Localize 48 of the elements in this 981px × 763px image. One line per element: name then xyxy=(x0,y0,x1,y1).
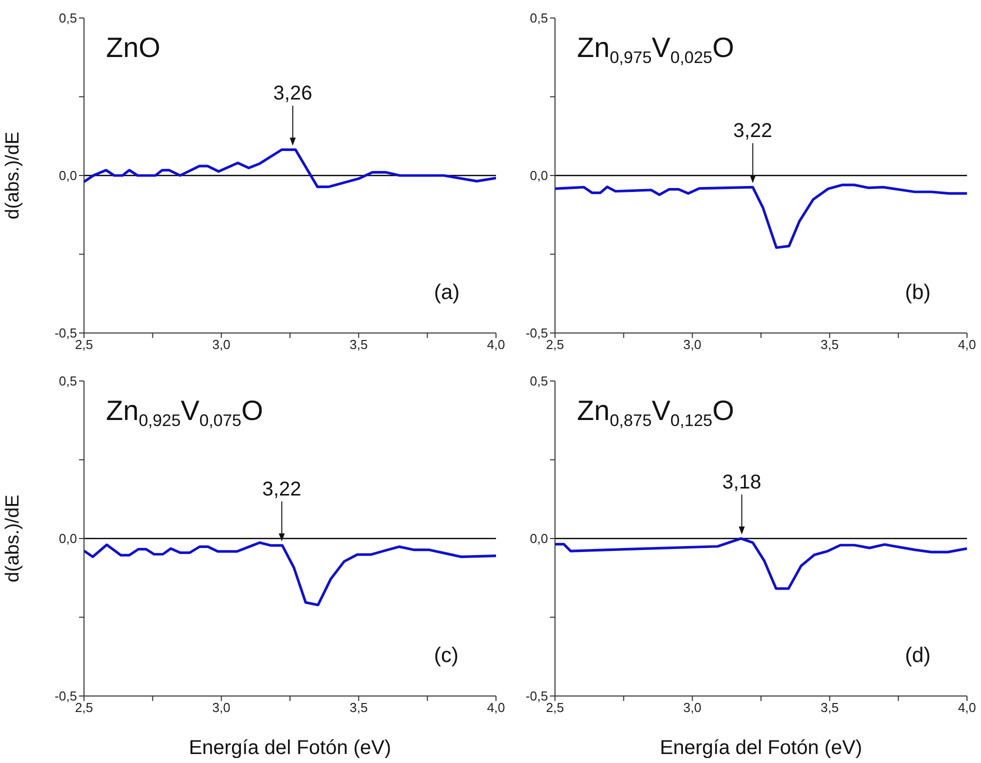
y-tick-label: -0,5 xyxy=(526,688,548,704)
x-tick-label: 4,0 xyxy=(958,337,976,352)
x-tick-label: 3,0 xyxy=(212,700,230,716)
y-tick-label: 0,5 xyxy=(58,10,77,26)
annotation: 3,26 xyxy=(273,82,312,105)
annotation: (a) xyxy=(434,281,460,305)
y-tick-label: 0,5 xyxy=(58,374,77,389)
annotation: 3,22 xyxy=(262,478,302,500)
y-tick-label: 0,0 xyxy=(530,531,548,546)
x-axis-title: Energía del Fotón (eV) xyxy=(188,737,392,759)
y-tick-label: 0,0 xyxy=(530,168,548,184)
line-series xyxy=(84,148,496,188)
annotation: Zn$_{0,925}$V$_{0,075}$O xyxy=(106,394,264,432)
y-tick-label: 0,0 xyxy=(58,168,77,184)
line-series xyxy=(555,537,967,590)
annotation: (c) xyxy=(434,644,458,668)
x-tick-label: 3,0 xyxy=(212,337,230,352)
x-tick-label: 2,5 xyxy=(74,700,94,716)
x-tick-label: 3,5 xyxy=(820,700,839,716)
y-tick-label: 0,0 xyxy=(58,531,77,546)
x-tick-label: 3,0 xyxy=(683,337,702,352)
x-tick-label: 4,0 xyxy=(486,337,506,352)
x-tick-label: 2,5 xyxy=(546,700,564,716)
x-tick-label: 4,0 xyxy=(486,700,506,716)
y-tick-label: -0,5 xyxy=(54,688,77,704)
x-tick-label: 2,5 xyxy=(74,337,94,352)
x-tick-label: 2,5 xyxy=(546,337,564,352)
annotation: Zn$_{0,975}$V$_{0,025}$O xyxy=(577,31,734,69)
annotation: 3,22 xyxy=(733,120,772,142)
x-tick-label: 3,5 xyxy=(820,337,839,352)
y-axis-title: d(abs.)/dE xyxy=(2,132,24,220)
annotation: Zn$_{0,875}$V$_{0,125}$O xyxy=(577,394,734,432)
line-series xyxy=(84,541,496,606)
y-tick-label: -0,5 xyxy=(54,326,77,341)
y-tick-label: 0,5 xyxy=(530,374,548,389)
line-series xyxy=(555,184,967,249)
y-tick-label: 0,5 xyxy=(530,10,548,26)
annotation: (d) xyxy=(905,644,931,668)
x-axis-title: Energía del Fotón (eV) xyxy=(660,737,862,759)
x-tick-label: 3,5 xyxy=(350,700,368,716)
annotation: 3,18 xyxy=(722,472,762,494)
y-axis-title: d(abs.)/dE xyxy=(2,494,24,582)
y-tick-label: -0,5 xyxy=(526,326,548,341)
annotation: (b) xyxy=(905,281,931,305)
x-tick-label: 4,0 xyxy=(958,700,976,716)
x-tick-label: 3,5 xyxy=(350,337,368,352)
x-tick-label: 3,0 xyxy=(683,700,702,716)
annotation: ZnO xyxy=(106,31,160,65)
